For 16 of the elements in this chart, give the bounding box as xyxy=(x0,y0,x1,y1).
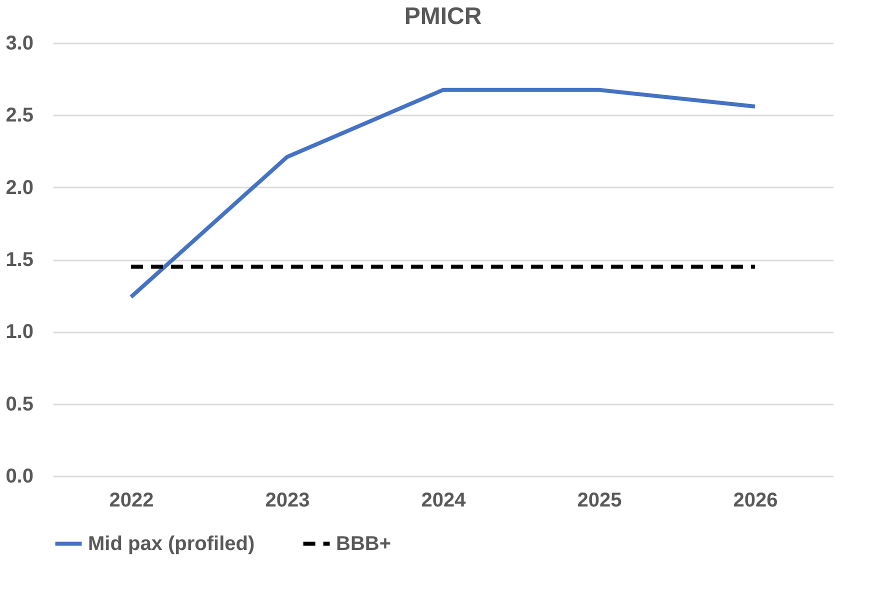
x-tick-label: 2022 xyxy=(109,490,154,512)
legend-label: BBB+ xyxy=(336,532,392,555)
y-tick-label: 1.5 xyxy=(6,249,34,271)
chart-title: PMICR xyxy=(404,3,482,30)
x-tick-label: 2026 xyxy=(733,490,778,512)
y-tick-label: 0.0 xyxy=(6,466,34,488)
x-tick-label: 2024 xyxy=(421,490,467,512)
y-tick-label: 0.5 xyxy=(6,393,34,416)
y-tick-label: 1.0 xyxy=(6,321,34,344)
y-tick-label: 2.0 xyxy=(6,176,34,199)
x-tick-label: 2023 xyxy=(265,490,310,512)
y-tick-label: 2.5 xyxy=(6,104,34,127)
y-tick-label: 3.0 xyxy=(6,32,34,54)
line-series xyxy=(129,88,757,300)
legend-label: Mid pax (profiled) xyxy=(88,532,255,555)
x-tick-label: 2025 xyxy=(577,490,622,512)
